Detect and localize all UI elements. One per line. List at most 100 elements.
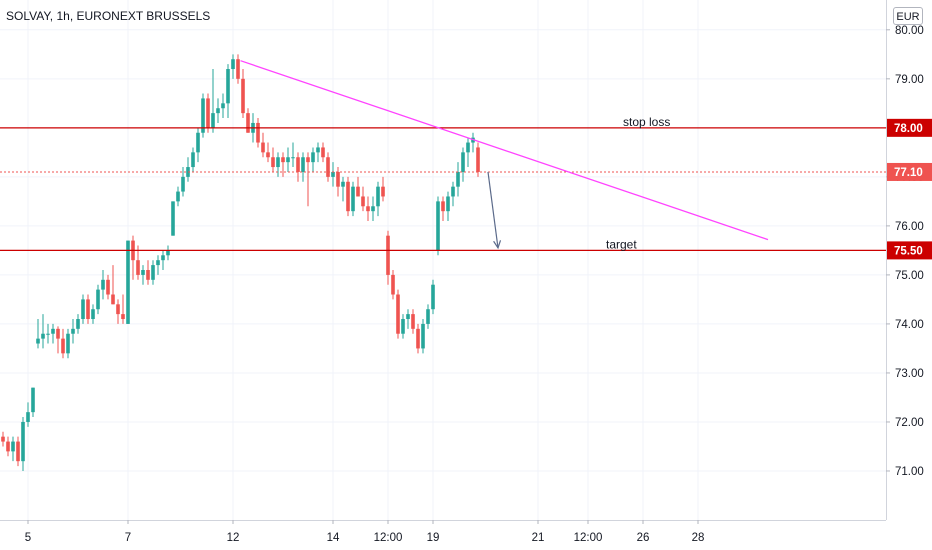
x-tick-label: 19 bbox=[427, 532, 440, 544]
candle-body bbox=[216, 108, 220, 114]
candle-body bbox=[71, 328, 75, 334]
candle-body bbox=[396, 294, 400, 334]
candle-body bbox=[421, 323, 425, 349]
candle-body bbox=[401, 319, 405, 334]
candle-body bbox=[226, 69, 230, 104]
candles bbox=[1, 54, 480, 471]
y-tick-label: 73.00 bbox=[895, 368, 924, 380]
candle-body bbox=[351, 186, 355, 212]
candle-body bbox=[211, 113, 215, 128]
y-tick-label: 72.00 bbox=[895, 417, 924, 429]
candle-body bbox=[121, 314, 125, 320]
candle-body bbox=[136, 260, 140, 275]
candle-body bbox=[166, 250, 170, 256]
candle-body bbox=[106, 279, 110, 295]
candle-body bbox=[21, 421, 25, 462]
stop-loss-label: stop loss bbox=[623, 115, 670, 129]
price-tag bbox=[887, 118, 932, 137]
candle-body bbox=[1, 436, 5, 442]
candle-body bbox=[26, 412, 30, 422]
price-tag bbox=[887, 162, 932, 181]
candle-body bbox=[461, 152, 465, 172]
candle-body bbox=[111, 294, 115, 305]
candle-body bbox=[181, 176, 185, 192]
candle-body bbox=[156, 260, 160, 266]
candle-body bbox=[451, 186, 455, 197]
candle-body bbox=[346, 181, 350, 212]
candle-body bbox=[326, 157, 330, 177]
x-axis[interactable]: 5 7 12 14 12:00 19 21 12:00 26 28 bbox=[25, 520, 705, 544]
currency-button[interactable]: EUR bbox=[893, 7, 923, 25]
candle-body bbox=[196, 132, 200, 153]
x-tick-label: 28 bbox=[692, 532, 705, 544]
candle-body bbox=[431, 284, 435, 310]
x-tick-label: 21 bbox=[532, 532, 545, 544]
candle-body bbox=[246, 113, 250, 133]
candle-body bbox=[241, 78, 245, 114]
candle-body bbox=[341, 181, 345, 187]
level-lines bbox=[0, 127, 886, 251]
price-tags: 78.00 77.10 75.50 bbox=[887, 118, 932, 260]
target-label: target bbox=[606, 237, 637, 251]
candle-body bbox=[6, 441, 10, 452]
candle-body bbox=[141, 270, 145, 275]
candle-body bbox=[101, 279, 105, 290]
candle-body bbox=[206, 98, 210, 128]
candle-body bbox=[96, 289, 100, 310]
candle-body bbox=[31, 387, 35, 413]
candle-body bbox=[456, 171, 460, 187]
candle-body bbox=[126, 240, 130, 324]
candle-body bbox=[446, 196, 450, 212]
price-tag-label: 77.10 bbox=[894, 167, 923, 179]
candle-body bbox=[411, 314, 415, 329]
candle-body bbox=[291, 157, 295, 159]
candle-body bbox=[381, 186, 385, 197]
candle-body bbox=[176, 191, 180, 202]
arrow-head bbox=[493, 240, 502, 250]
candle-body bbox=[36, 338, 40, 344]
candle-body bbox=[281, 157, 285, 163]
candle-body bbox=[201, 98, 205, 133]
candle-body bbox=[16, 441, 20, 462]
x-tick-label: 26 bbox=[637, 532, 650, 544]
candle-body bbox=[171, 201, 175, 236]
projection-arrow[interactable] bbox=[487, 171, 502, 250]
y-tick-label: 76.00 bbox=[895, 221, 924, 233]
arrow-shaft bbox=[487, 171, 499, 249]
candle-body bbox=[316, 147, 320, 153]
candle-body bbox=[236, 59, 240, 79]
y-tick-label: 75.00 bbox=[895, 270, 924, 282]
candle-body bbox=[51, 328, 55, 334]
candle-body bbox=[221, 103, 225, 109]
y-tick-label: 74.00 bbox=[895, 319, 924, 331]
candle-body bbox=[276, 157, 280, 168]
candle-body bbox=[11, 441, 15, 452]
candle-body bbox=[306, 157, 310, 163]
candle-body bbox=[311, 152, 315, 163]
candle-body bbox=[41, 333, 45, 339]
x-tick-label: 12:00 bbox=[374, 532, 403, 544]
candle-body bbox=[361, 196, 365, 207]
candle-body bbox=[366, 206, 370, 212]
price-tag bbox=[887, 241, 932, 260]
candle-body bbox=[191, 152, 195, 168]
chart-title: SOLVAY, 1h, EURONEXT BRUSSELS bbox=[6, 9, 211, 23]
x-tick-label: 12 bbox=[227, 532, 240, 544]
candle-body bbox=[56, 328, 60, 339]
candle-body bbox=[336, 171, 340, 187]
y-tick-label: 80.00 bbox=[895, 25, 924, 37]
candle-body bbox=[91, 309, 95, 320]
price-tag-label: 78.00 bbox=[894, 123, 923, 135]
candle-body bbox=[436, 201, 440, 251]
candle-body bbox=[66, 333, 70, 354]
candle-body bbox=[256, 122, 260, 143]
candle-body bbox=[231, 59, 235, 70]
trend-line[interactable] bbox=[240, 60, 769, 241]
candle-body bbox=[416, 328, 420, 349]
candle-body bbox=[371, 206, 375, 212]
candle-body bbox=[386, 235, 390, 275]
candle-body bbox=[116, 304, 120, 315]
candle-body bbox=[261, 142, 265, 153]
candle-body bbox=[86, 299, 90, 320]
